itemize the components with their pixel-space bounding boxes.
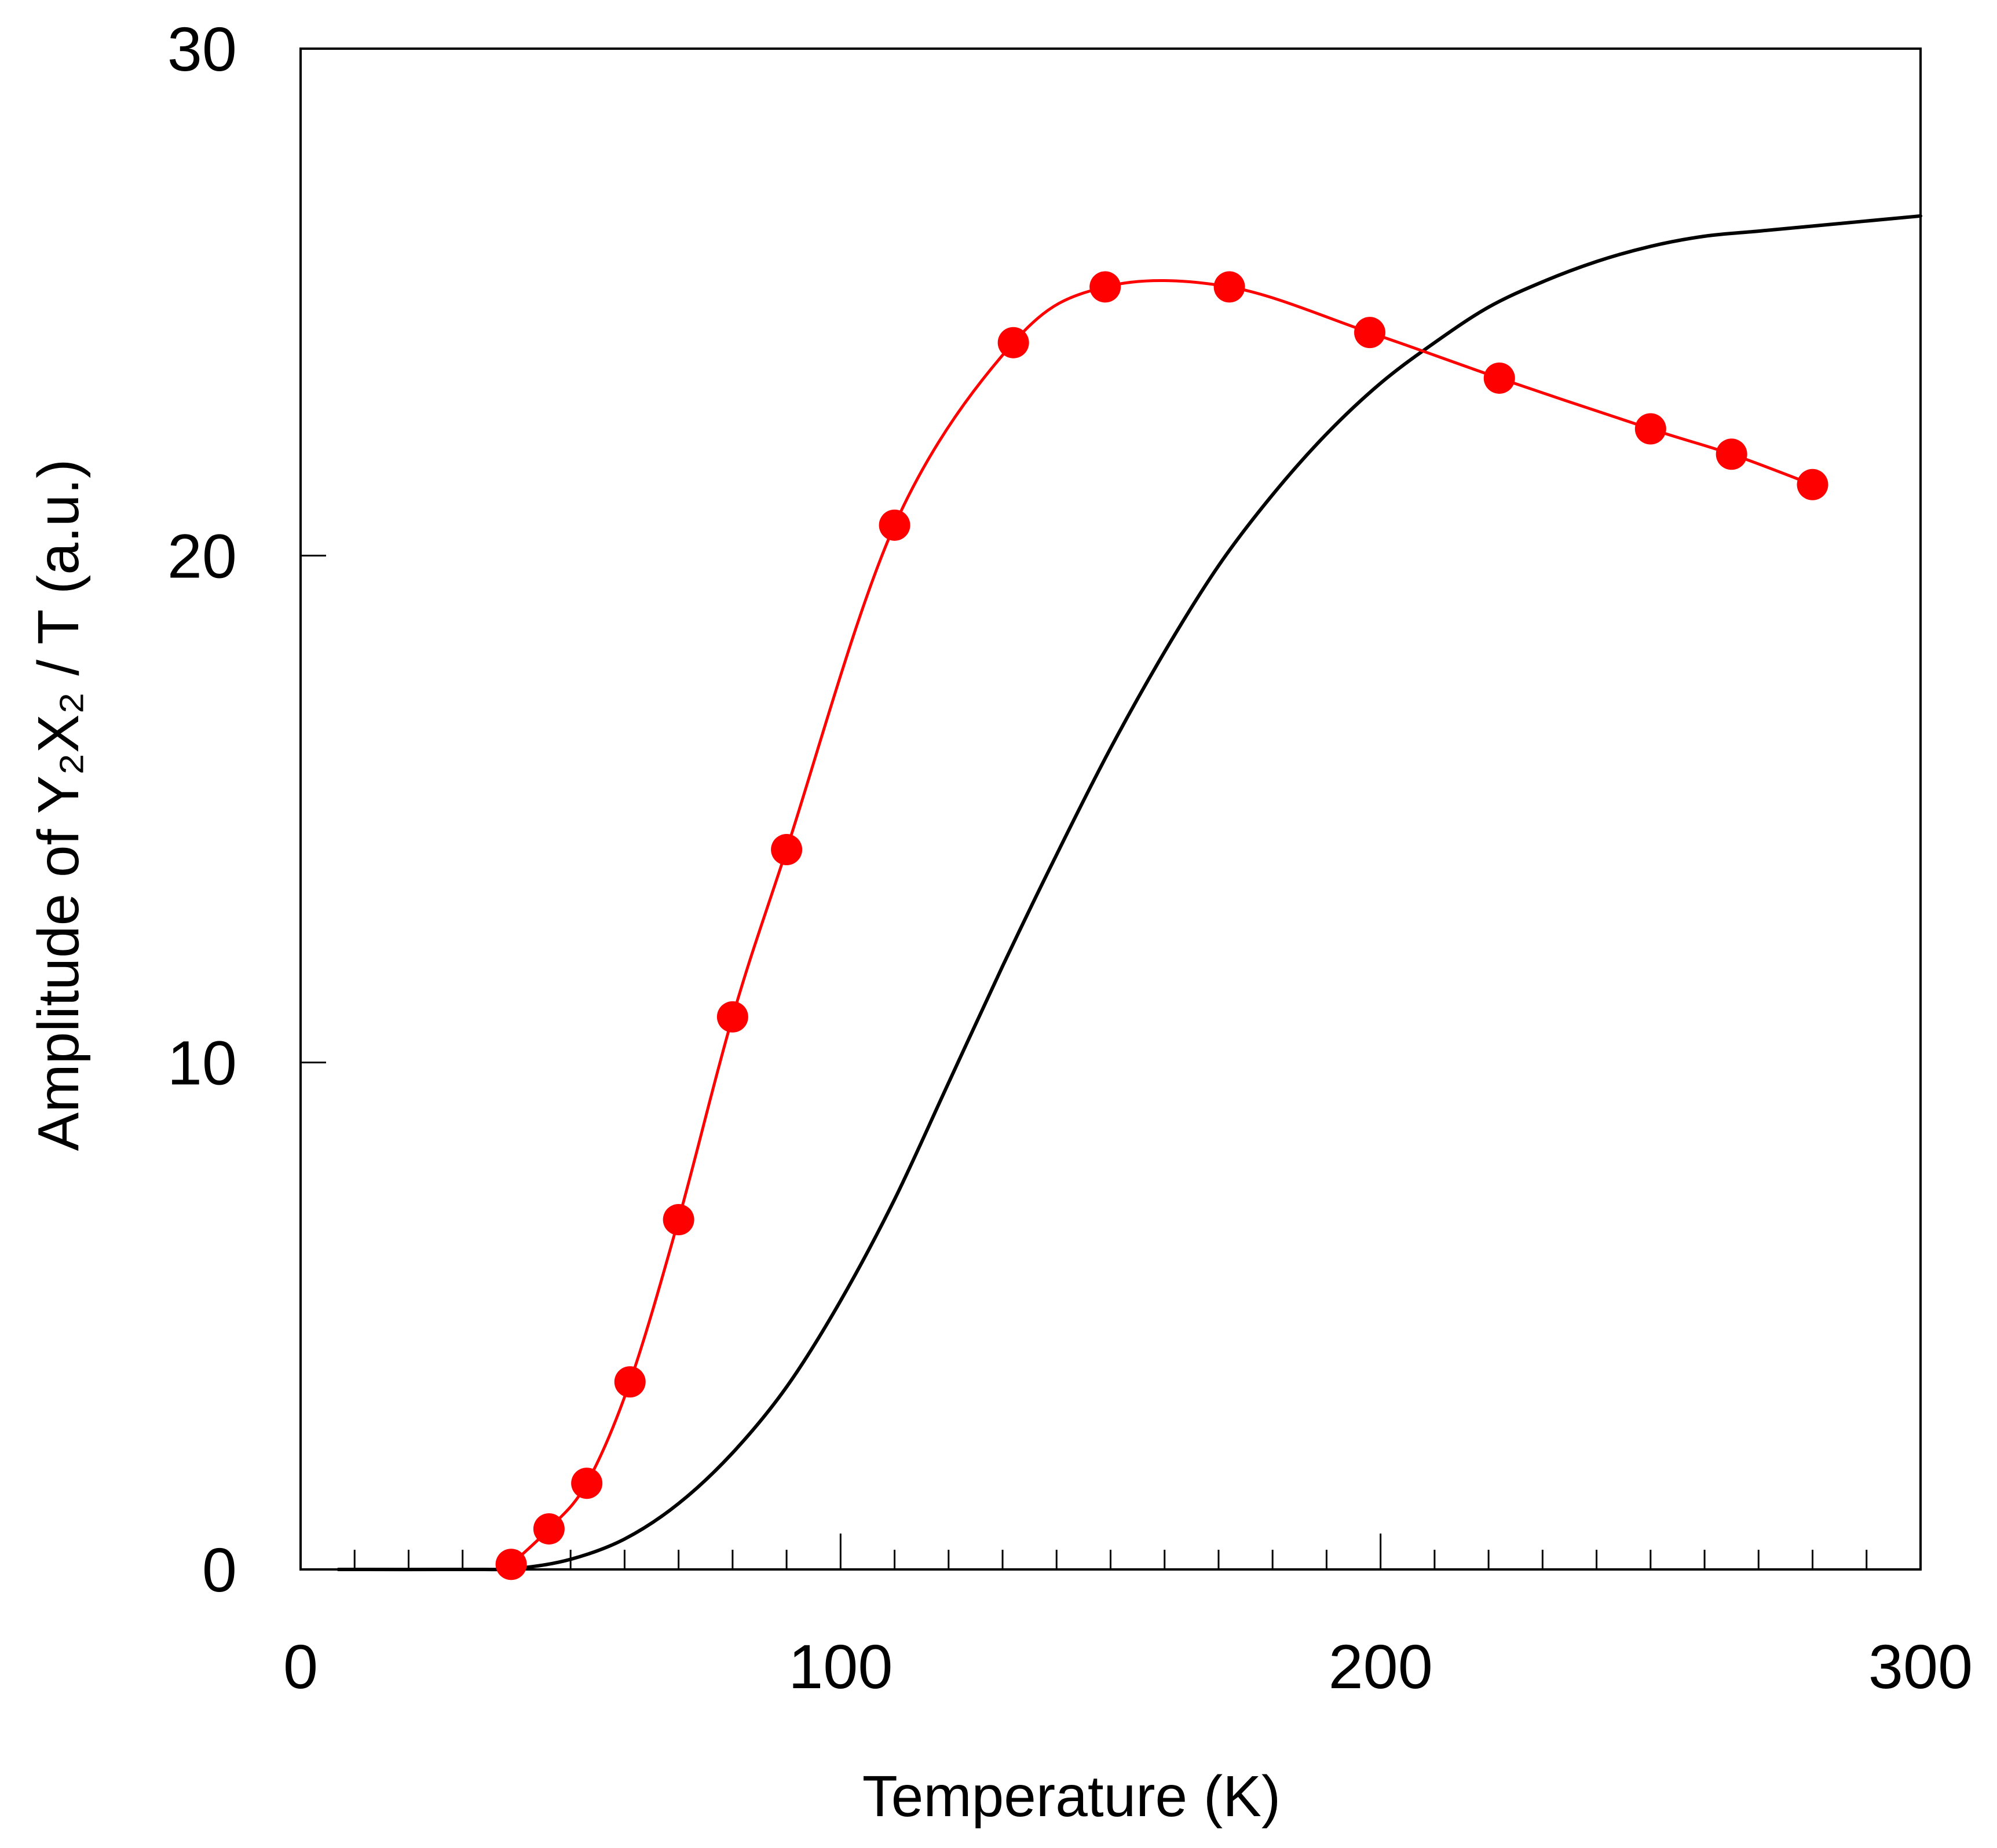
y-tick-label: 10 <box>167 1028 237 1098</box>
x-tick-label: 100 <box>788 1631 893 1701</box>
data-point <box>571 1468 603 1499</box>
data-point <box>663 1204 694 1236</box>
data-point <box>879 509 910 541</box>
y-tick-label: 20 <box>167 521 237 591</box>
data-point <box>1213 271 1245 303</box>
data-point <box>997 327 1029 358</box>
data-point <box>1716 438 1747 470</box>
series-line-measured-amplitude <box>510 279 1814 1566</box>
data-point <box>533 1513 565 1545</box>
x-tick-label: 200 <box>1329 1631 1433 1701</box>
y-tick-label: 30 <box>167 14 237 84</box>
x-tick-label: 300 <box>1868 1631 1973 1701</box>
data-point <box>1634 413 1666 445</box>
data-point <box>771 834 803 866</box>
data-point <box>1797 469 1828 500</box>
x-tick-label: 0 <box>283 1631 318 1701</box>
x-axis-tick-labels: 0 100 200 300 <box>283 1631 1973 1701</box>
series-layer <box>337 214 1922 1580</box>
y-axis-ticks <box>301 554 326 1064</box>
data-point <box>1483 362 1515 394</box>
x-axis-ticks <box>353 1534 1868 1569</box>
y-axis-title: Amplitude of Y₂X₂ / T (a.u.) <box>26 459 91 1151</box>
data-point <box>716 1001 748 1033</box>
series-line-model-curve <box>337 214 1922 1572</box>
data-point <box>495 1549 527 1580</box>
data-point <box>1089 271 1121 303</box>
data-point <box>614 1366 646 1398</box>
x-axis-title: Temperature (K) <box>862 1764 1281 1829</box>
y-axis-tick-labels: 0 10 20 30 <box>167 14 237 1605</box>
y-tick-label: 0 <box>202 1535 237 1605</box>
data-point <box>1354 317 1386 349</box>
